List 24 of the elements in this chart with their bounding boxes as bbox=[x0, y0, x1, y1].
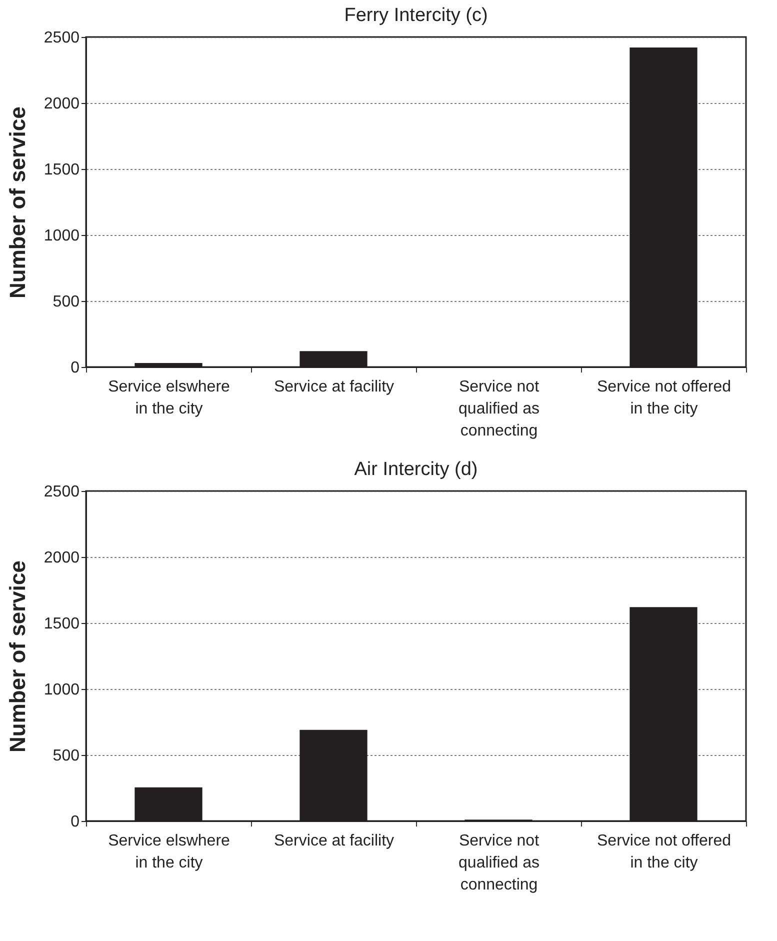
chart-title: Ferry Intercity (c) bbox=[344, 5, 488, 26]
y-tick-label: 0 bbox=[70, 814, 80, 830]
x-tick-label: Service elswhere in the city bbox=[108, 832, 230, 872]
x-tick-label: Service at facility bbox=[274, 832, 394, 850]
y-tick-label: 500 bbox=[52, 294, 80, 310]
y-tick-label: 2500 bbox=[44, 30, 80, 46]
x-tick-label: Service not qualified as connecting bbox=[458, 378, 540, 440]
y-tick-label: 1500 bbox=[44, 162, 80, 178]
y-tick-label: 2500 bbox=[44, 484, 80, 500]
y-tick-label: 1000 bbox=[44, 228, 80, 244]
y-axis-title: Number of service bbox=[4, 106, 30, 298]
y-tick-label: 1500 bbox=[44, 616, 80, 632]
chart-title: Air Intercity (d) bbox=[354, 459, 478, 480]
x-tick-label: Service not qualified as connecting bbox=[458, 832, 540, 894]
y-tick-label: 1000 bbox=[44, 682, 80, 698]
x-tick-label: Service not offered in the city bbox=[596, 832, 732, 872]
y-tick-label: 2000 bbox=[44, 550, 80, 566]
x-tick-label: Service not offered in the city bbox=[596, 378, 732, 418]
x-tick-label: Service elswhere in the city bbox=[108, 378, 230, 418]
y-axis-title: Number of service bbox=[4, 560, 30, 752]
y-tick-label: 500 bbox=[52, 748, 80, 764]
y-tick-label: 2000 bbox=[44, 96, 80, 112]
y-tick-label: 0 bbox=[70, 360, 80, 376]
x-tick-label: Service at facility bbox=[274, 378, 394, 396]
